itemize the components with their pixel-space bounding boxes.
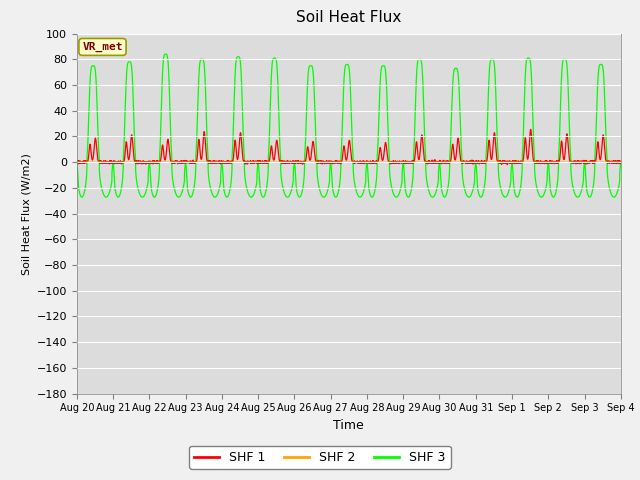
SHF 1: [486, 143, 493, 148]
SHF 2: [588, 159, 595, 165]
SHF 1: [588, 159, 595, 165]
SHF 3: [73, 159, 81, 165]
SHF 3: [588, 192, 595, 198]
SHF 3: [258, 192, 266, 198]
SHF 2: [594, 159, 602, 165]
Text: VR_met: VR_met: [82, 42, 123, 52]
Line: SHF 3: SHF 3: [77, 54, 621, 197]
SHF 3: [162, 51, 170, 57]
SHF 1: [73, 158, 81, 164]
Legend: SHF 1, SHF 2, SHF 3: SHF 1, SHF 2, SHF 3: [189, 446, 451, 469]
SHF 2: [330, 159, 338, 165]
Y-axis label: Soil Heat Flux (W/m2): Soil Heat Flux (W/m2): [21, 153, 31, 275]
SHF 3: [102, 194, 110, 200]
SHF 1: [594, 139, 602, 145]
SHF 3: [617, 159, 625, 165]
SHF 1: [258, 160, 266, 166]
SHF 3: [331, 193, 339, 199]
SHF 2: [73, 159, 81, 165]
SHF 1: [617, 159, 625, 165]
SHF 1: [527, 127, 534, 132]
X-axis label: Time: Time: [333, 419, 364, 432]
SHF 2: [470, 159, 478, 165]
SHF 3: [486, 61, 493, 67]
SHF 1: [470, 159, 478, 165]
SHF 2: [258, 159, 266, 165]
Title: Soil Heat Flux: Soil Heat Flux: [296, 11, 401, 25]
SHF 1: [330, 159, 338, 165]
Line: SHF 1: SHF 1: [77, 130, 621, 165]
SHF 3: [594, 74, 602, 80]
SHF 2: [617, 159, 625, 165]
SHF 1: [504, 162, 511, 168]
SHF 2: [486, 159, 493, 165]
SHF 3: [471, 178, 479, 184]
